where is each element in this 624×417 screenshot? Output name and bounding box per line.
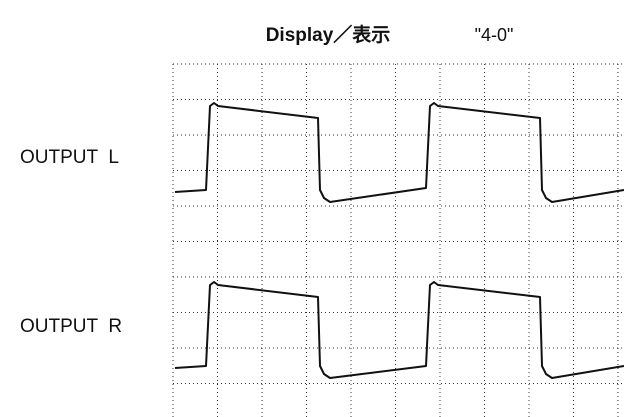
graticule [172,63,624,417]
waveform [174,281,624,379]
title: Display／表示 [266,23,391,46]
channel-label: OUTPUT R [20,316,122,337]
channel-label: OUTPUT L [20,147,119,168]
waveform [174,102,624,203]
mode-label: "4-0" [475,25,514,45]
